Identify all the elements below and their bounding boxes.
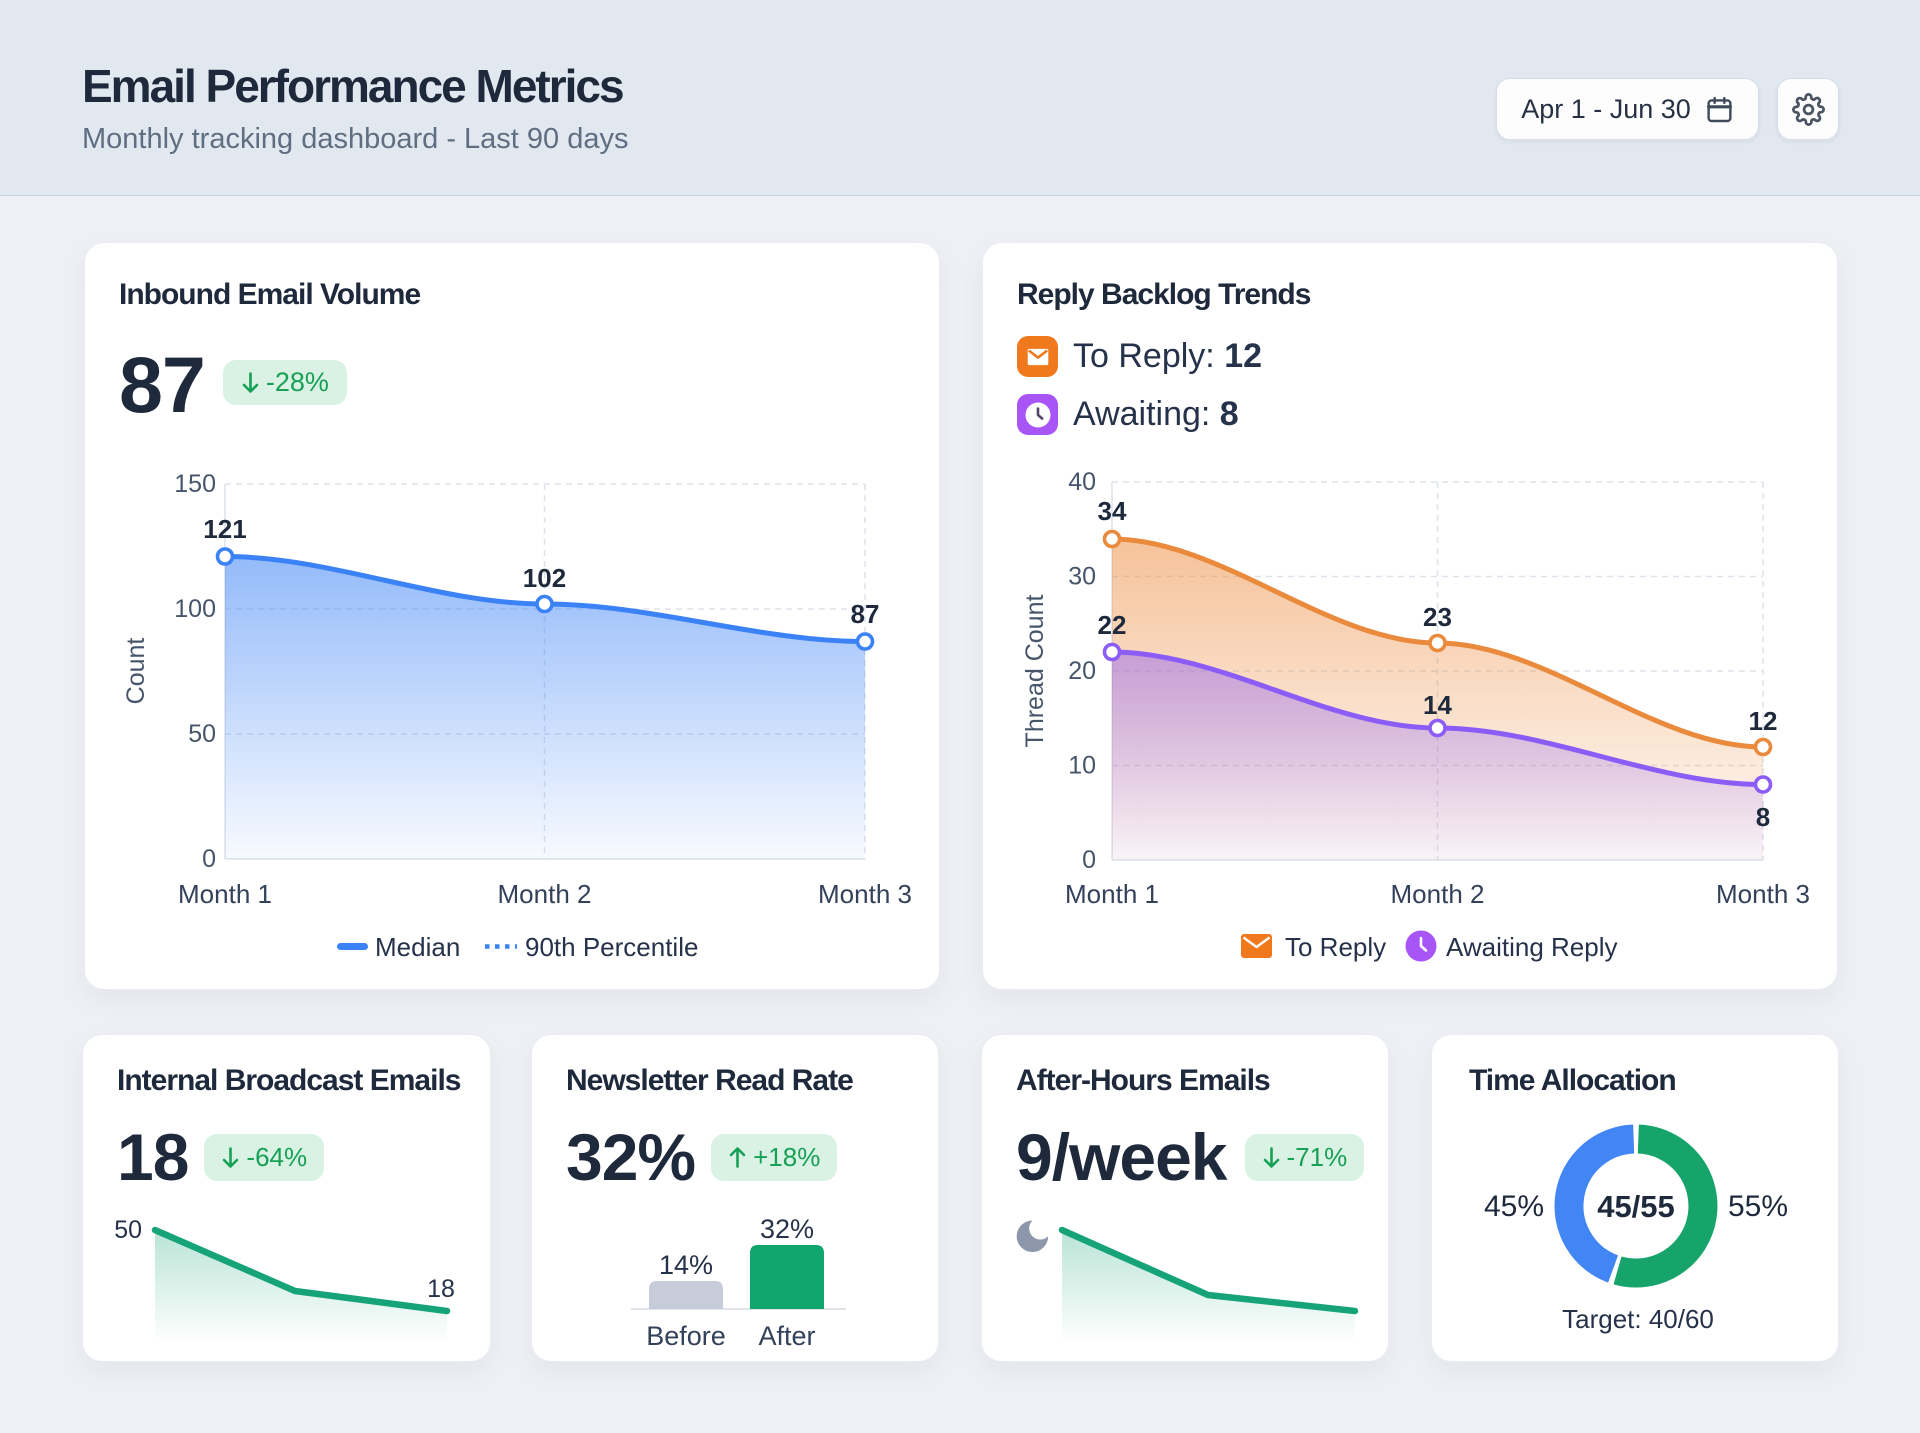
svg-text:0: 0 <box>1082 846 1096 874</box>
svg-text:14: 14 <box>1423 690 1452 720</box>
svg-text:Target: 40/60: Target: 40/60 <box>1562 1304 1714 1334</box>
svg-text:45%: 45% <box>1484 1190 1544 1223</box>
svg-text:32%: 32% <box>760 1214 814 1244</box>
svg-text:Month 3: Month 3 <box>1716 879 1810 909</box>
svg-text:102: 102 <box>523 563 566 593</box>
svg-text:100: 100 <box>174 595 216 623</box>
svg-text:150: 150 <box>174 470 216 498</box>
svg-text:45/55: 45/55 <box>1597 1189 1675 1224</box>
svg-text:121: 121 <box>203 514 246 544</box>
svg-text:Awaiting Reply: Awaiting Reply <box>1446 932 1618 962</box>
svg-text:50: 50 <box>114 1216 142 1244</box>
svg-text:87: 87 <box>851 599 880 629</box>
svg-text:Before: Before <box>646 1321 726 1351</box>
svg-text:18: 18 <box>427 1275 455 1303</box>
svg-text:23: 23 <box>1423 602 1452 632</box>
svg-text:8: 8 <box>1756 802 1770 832</box>
svg-text:34: 34 <box>1098 496 1127 526</box>
svg-text:Month 3: Month 3 <box>818 879 912 909</box>
svg-text:55%: 55% <box>1728 1190 1788 1223</box>
svg-text:0: 0 <box>202 845 216 873</box>
svg-text:Month 1: Month 1 <box>178 879 272 909</box>
svg-text:Thread Count: Thread Count <box>1021 595 1049 748</box>
svg-text:12: 12 <box>1749 706 1778 736</box>
svg-text:20: 20 <box>1068 657 1096 685</box>
svg-text:Month 2: Month 2 <box>498 879 592 909</box>
svg-text:14%: 14% <box>659 1250 713 1280</box>
svg-text:To Reply: To Reply <box>1285 932 1386 962</box>
svg-text:Month 1: Month 1 <box>1065 879 1159 909</box>
svg-text:40: 40 <box>1068 468 1096 496</box>
svg-text:50: 50 <box>188 720 216 748</box>
svg-text:30: 30 <box>1068 563 1096 591</box>
svg-text:After: After <box>758 1321 815 1351</box>
svg-text:Count: Count <box>122 638 150 705</box>
svg-text:Month 2: Month 2 <box>1391 879 1485 909</box>
svg-text:Median: Median <box>375 932 460 962</box>
svg-text:10: 10 <box>1068 752 1096 780</box>
svg-text:22: 22 <box>1098 610 1127 640</box>
svg-text:90th Percentile: 90th Percentile <box>525 932 698 962</box>
